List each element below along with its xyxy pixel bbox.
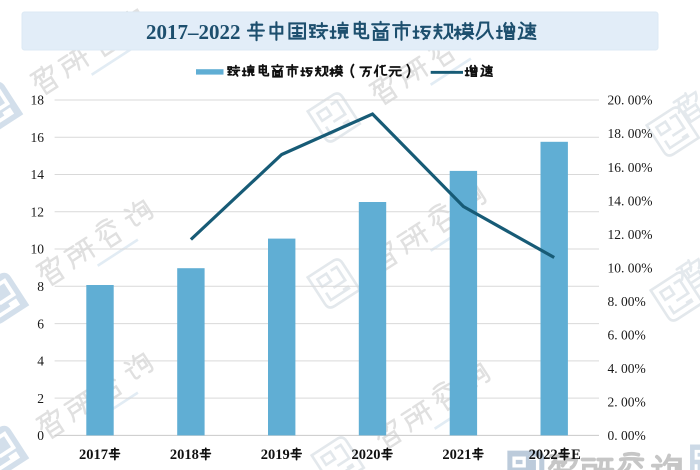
svg-text:2022: 2022: [529, 447, 558, 463]
svg-text:18: 18: [31, 93, 45, 108]
svg-text:6. 00%: 6. 00%: [608, 328, 646, 343]
svg-text:2017–2022: 2017–2022: [146, 20, 241, 44]
svg-text:2020: 2020: [352, 447, 381, 463]
svg-text:2: 2: [37, 391, 44, 406]
svg-text:10. 00%: 10. 00%: [608, 260, 653, 275]
svg-text:18. 00%: 18. 00%: [608, 126, 653, 141]
svg-text:16: 16: [31, 130, 45, 145]
svg-text:4. 00%: 4. 00%: [608, 361, 646, 376]
svg-text:2. 00%: 2. 00%: [608, 395, 646, 410]
svg-text:8: 8: [37, 279, 44, 294]
svg-text:12. 00%: 12. 00%: [608, 227, 653, 242]
svg-text:0. 00%: 0. 00%: [608, 428, 646, 443]
svg-text:2017: 2017: [79, 447, 108, 463]
svg-text:2021: 2021: [442, 447, 471, 463]
svg-text:6: 6: [37, 316, 44, 331]
svg-text:20. 00%: 20. 00%: [608, 93, 653, 108]
svg-text:16. 00%: 16. 00%: [608, 160, 653, 175]
svg-text:14: 14: [31, 167, 45, 182]
svg-text:E: E: [571, 447, 581, 463]
svg-text:8. 00%: 8. 00%: [608, 294, 646, 309]
svg-text:4: 4: [37, 354, 44, 369]
svg-text:0: 0: [37, 428, 44, 443]
svg-text:12: 12: [31, 205, 45, 220]
svg-text:2019: 2019: [261, 447, 290, 463]
svg-text:14. 00%: 14. 00%: [608, 193, 653, 208]
svg-text:10: 10: [31, 242, 45, 257]
svg-text:2018: 2018: [170, 447, 199, 463]
